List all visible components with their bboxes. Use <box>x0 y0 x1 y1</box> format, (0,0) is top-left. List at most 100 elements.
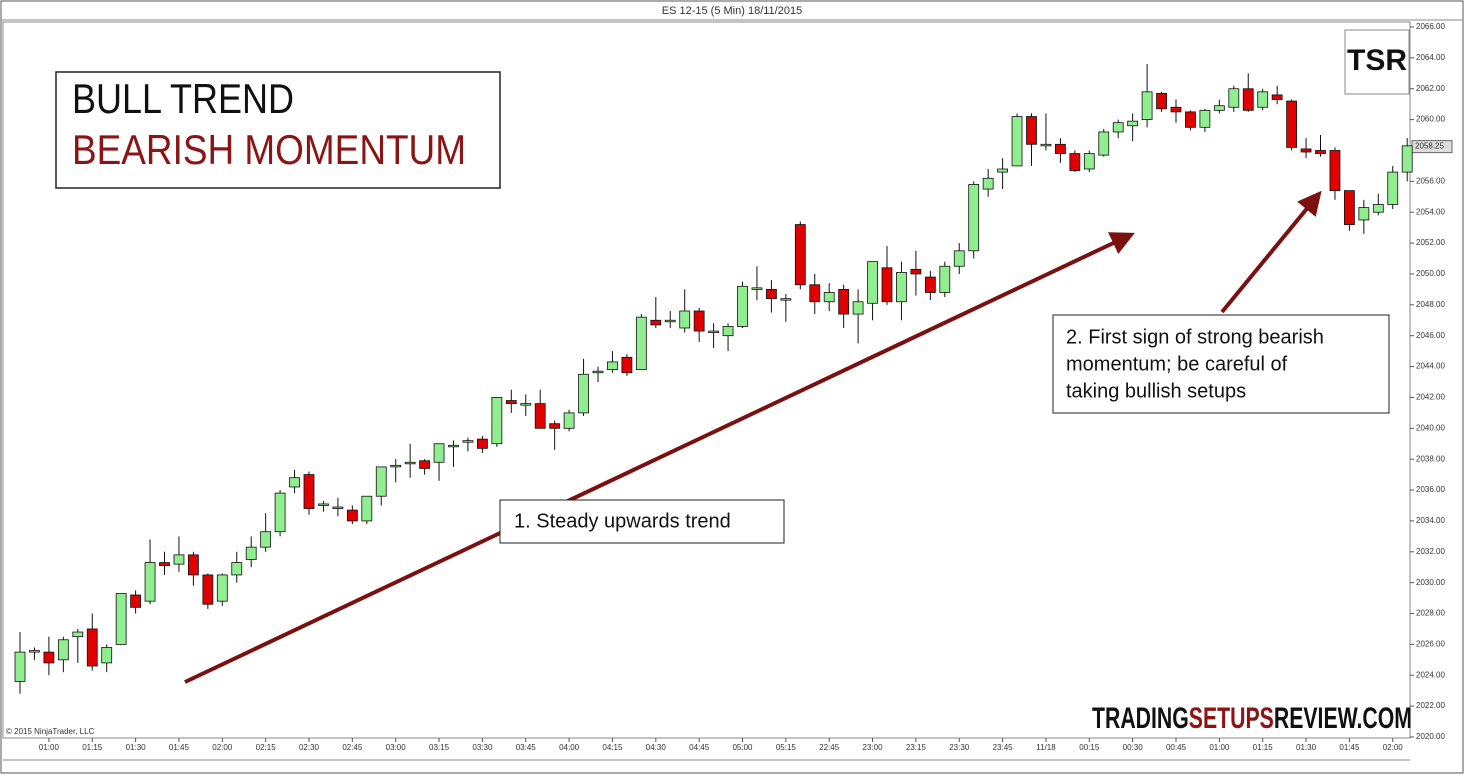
candle-body <box>910 268 922 275</box>
candle-body <box>1344 190 1355 225</box>
copyright: © 2015 NinjaTrader, LLC <box>6 727 95 736</box>
candle-body <box>549 423 561 429</box>
candle-body <box>260 531 272 548</box>
candle-body <box>57 639 69 661</box>
y-tick-label: 2030.00 <box>1416 578 1445 587</box>
candle-body <box>404 461 416 465</box>
x-tick-label: 01:00 <box>39 743 60 752</box>
y-tick-label: 2046.00 <box>1416 331 1445 340</box>
annotation: 1. Steady upwards trend <box>514 510 731 532</box>
y-tick-label: 2032.00 <box>1416 547 1445 556</box>
x-tick-label: 01:30 <box>126 743 147 752</box>
candle-body <box>766 288 777 300</box>
x-tick-label: 02:15 <box>256 743 277 752</box>
candle-body <box>1329 150 1341 192</box>
x-tick-label: 23:45 <box>993 743 1014 752</box>
candle-body <box>332 506 344 509</box>
x-tick-label: 03:00 <box>386 743 407 752</box>
candle-body <box>1315 150 1326 154</box>
candle-body <box>1170 106 1182 113</box>
candle-body <box>867 261 878 304</box>
candle-body <box>1199 109 1211 128</box>
x-tick-label: 11/18 <box>1036 743 1056 752</box>
logo: TSR <box>1347 44 1407 77</box>
candle-body <box>375 466 387 497</box>
candle-body <box>361 495 373 522</box>
watermark-part: TRADING <box>1092 702 1189 735</box>
y-tick-label: 2056.00 <box>1416 176 1445 185</box>
y-tick-label: 2036.00 <box>1416 485 1445 494</box>
y-tick-label: 2022.00 <box>1416 701 1445 710</box>
candle-body <box>43 651 55 664</box>
candle-body <box>1098 131 1110 156</box>
x-tick-label: 01:45 <box>1339 743 1360 752</box>
candle-body <box>953 250 965 267</box>
x-tick-label: 04:00 <box>559 743 580 752</box>
candle-body <box>1257 91 1269 108</box>
candle-body <box>173 554 185 565</box>
x-tick-label: 01:00 <box>1209 743 1230 752</box>
x-tick-label: 02:00 <box>212 743 233 752</box>
candle-body <box>592 370 604 374</box>
y-tick-label: 2064.00 <box>1416 53 1445 62</box>
candle-body <box>86 628 98 667</box>
candle-body <box>578 373 589 414</box>
candle-body <box>144 562 156 602</box>
candle-body <box>968 184 980 252</box>
candle-body <box>1372 204 1384 213</box>
candle-body <box>679 310 691 329</box>
candle-body <box>1300 148 1312 153</box>
candle-body <box>852 301 864 315</box>
x-tick-label: 01:15 <box>1253 743 1274 752</box>
y-tick-label: 2048.00 <box>1416 300 1445 309</box>
candle-body <box>650 319 662 326</box>
candle-body <box>1228 88 1240 108</box>
candle-body <box>159 562 170 567</box>
annotation: momentum; be careful of <box>1066 353 1288 375</box>
candle-body <box>1358 207 1370 221</box>
candle-body <box>563 412 575 429</box>
y-tick-label: 2040.00 <box>1416 423 1445 432</box>
x-tick-label: 00:15 <box>1079 743 1100 752</box>
annotation-box <box>499 499 785 544</box>
x-tick-label: 05:15 <box>776 743 797 752</box>
candle-body <box>693 310 705 332</box>
candle-body <box>101 647 113 664</box>
last-price-label: 2058.25 <box>1415 142 1444 151</box>
candle-body <box>1040 143 1052 147</box>
candle-body <box>216 574 228 602</box>
candle-body <box>982 177 994 190</box>
x-tick-label: 04:30 <box>646 743 667 752</box>
arrow <box>184 232 1135 684</box>
y-tick-label: 2060.00 <box>1416 115 1445 124</box>
x-tick-label: 02:45 <box>342 743 363 752</box>
candle-body <box>491 397 503 445</box>
annotation: 2. First sign of strong bearish <box>1066 326 1324 348</box>
candle-body <box>1401 145 1413 173</box>
candle-body <box>1069 153 1081 171</box>
candle-body <box>346 509 358 522</box>
y-tick-label: 2044.00 <box>1416 362 1445 371</box>
candle-body <box>664 319 676 323</box>
y-tick-label: 2020.00 <box>1416 732 1445 741</box>
y-tick-label: 2042.00 <box>1416 393 1445 402</box>
candle-body <box>231 562 243 576</box>
candle-body <box>1127 120 1139 127</box>
candle-body <box>1026 116 1037 145</box>
x-tick-label: 03:30 <box>472 743 493 752</box>
x-tick-label: 03:15 <box>429 743 450 752</box>
y-tick-label: 2028.00 <box>1416 609 1445 618</box>
x-tick-label: 23:00 <box>863 743 884 752</box>
candle-body <box>1156 92 1167 110</box>
headline: BULL TREND <box>72 75 294 122</box>
y-tick-label: 2038.00 <box>1416 454 1445 463</box>
x-tick-label: 02:30 <box>299 743 320 752</box>
watermark-part: SETUPS <box>1189 702 1274 735</box>
candle-body <box>390 464 402 468</box>
headline: BEARISH MOMENTUM <box>72 126 466 173</box>
candle-body <box>780 298 792 301</box>
x-tick-label: 23:15 <box>906 743 927 752</box>
candle-body <box>1141 91 1153 121</box>
headline-box <box>55 71 501 189</box>
